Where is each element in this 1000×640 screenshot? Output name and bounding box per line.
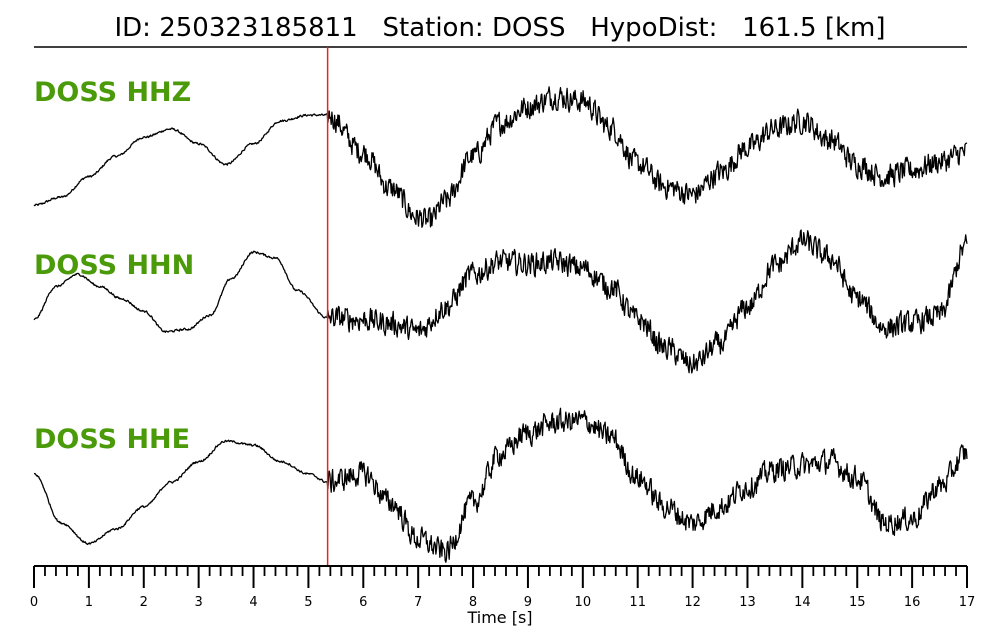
chart-title: ID: 250323185811 Station: DOSS HypoDist:… <box>114 13 885 43</box>
channel-label-doss-hhn: DOSS HHN <box>34 250 194 281</box>
channel-label-group: DOSS HHZ DOSS HHN DOSS HHE <box>34 77 194 455</box>
tick-label-9: 9 <box>524 595 532 610</box>
tick-label-3: 3 <box>195 595 203 610</box>
channel-label-doss-hhe: DOSS HHE <box>34 424 190 455</box>
tick-label-0: 0 <box>30 595 38 610</box>
tick-label-13: 13 <box>739 595 756 610</box>
tick-label-4: 4 <box>249 595 257 610</box>
tick-label-1: 1 <box>85 595 93 610</box>
trace-group <box>33 86 968 563</box>
tick-label-7: 7 <box>414 595 422 610</box>
tick-label-14: 14 <box>794 595 811 610</box>
tick-label-5: 5 <box>304 595 312 610</box>
trace-doss-hhz <box>33 86 968 228</box>
tick-label-8: 8 <box>469 595 477 610</box>
tick-label-11: 11 <box>629 595 646 610</box>
tick-label-16: 16 <box>904 595 921 610</box>
channel-label-doss-hhz: DOSS HHZ <box>34 77 191 108</box>
tick-label-2: 2 <box>140 595 148 610</box>
x-axis-label: Time [s] <box>466 608 532 627</box>
time-axis: 0 1 2 3 4 5 6 7 8 9 10 11 12 13 14 15 16 17 <box>30 565 976 610</box>
tick-label-15: 15 <box>849 595 866 610</box>
tick-label-17: 17 <box>959 595 976 610</box>
trace-doss-hhe <box>33 407 968 563</box>
tick-label-12: 12 <box>684 595 701 610</box>
tick-label-6: 6 <box>359 595 367 610</box>
trace-doss-hhn <box>33 229 968 374</box>
tick-label-10: 10 <box>575 595 592 610</box>
